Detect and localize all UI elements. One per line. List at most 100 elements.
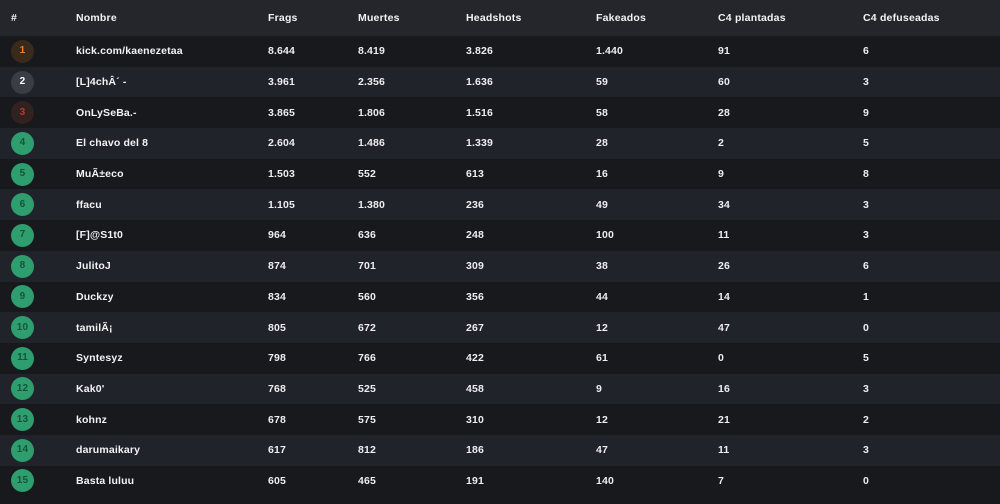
cell-c4-plantadas: 11 (718, 444, 730, 457)
cell-headshots: 186 (466, 444, 484, 457)
cell-frags: 617 (268, 444, 286, 457)
cell-name: Syntesyz (76, 352, 123, 365)
cell-frags: 2.604 (268, 137, 296, 150)
table-row[interactable]: 11 Syntesyz 798 766 422 61 0 5 (0, 342, 1000, 374)
cell-headshots: 267 (466, 321, 484, 334)
table-row[interactable]: 7 [F]@S1t0 964 636 248 100 11 3 (0, 220, 1000, 251)
rank-badge: 6 (11, 193, 34, 217)
cell-headshots: 422 (466, 352, 484, 365)
cell-muertes: 575 (358, 413, 376, 426)
cell-frags: 605 (268, 474, 286, 487)
cell-c4-defuseadas: 5 (863, 137, 869, 150)
cell-muertes: 1.486 (358, 137, 386, 150)
cell-c4-defuseadas: 1 (863, 290, 869, 303)
table-header-row: # Nombre Frags Muertes Headshots Fakeados C4 p… (0, 0, 1000, 36)
cell-name: MuÃ±eco (76, 168, 124, 181)
cell-muertes: 552 (358, 168, 376, 181)
table-row[interactable]: 14 darumaikary 617 812 186 47 11 3 (0, 434, 1000, 466)
table-row[interactable]: 9 Duckzy 834 560 356 44 14 1 (0, 281, 1000, 313)
column-muertes-header[interactable]: Muertes (358, 12, 400, 24)
cell-name: ffacu (76, 198, 102, 211)
table-header: # Nombre Frags Muertes Headshots Fakeados C4 p… (0, 0, 1000, 36)
rank-badge: 10 (11, 316, 34, 340)
cell-headshots: 236 (466, 198, 484, 211)
rank-cell: 2 (0, 67, 69, 98)
rank-cell: 14 (0, 435, 69, 466)
cell-headshots: 458 (466, 382, 484, 395)
column-headshots-header[interactable]: Headshots (466, 12, 522, 24)
cell-fakeados: 9 (596, 382, 602, 395)
cell-c4-plantadas: 47 (718, 321, 730, 334)
cell-headshots: 3.826 (466, 45, 494, 58)
table-row[interactable]: 12 Kak0' 768 525 458 9 16 3 (0, 373, 1000, 405)
column-c4-plantadas-header[interactable]: C4 plantadas (718, 12, 786, 24)
column-c4-defuseadas-header[interactable]: C4 defuseadas (863, 12, 940, 24)
cell-c4-plantadas: 28 (718, 106, 730, 119)
cell-frags: 805 (268, 321, 286, 334)
column-rank-header[interactable]: # (11, 12, 18, 24)
rank-badge: 11 (11, 346, 34, 370)
cell-frags: 678 (268, 413, 286, 426)
table-row[interactable]: 13 kohnz 678 575 310 12 21 2 (0, 404, 1000, 435)
rank-cell: 11 (0, 343, 69, 374)
cell-headshots: 356 (466, 290, 484, 303)
cell-muertes: 672 (358, 321, 376, 334)
table-row[interactable]: 3 OnLySeBa.- 3.865 1.806 1.516 58 28 9 (0, 97, 1000, 129)
table-row[interactable]: 15 Basta luluu 605 465 191 140 7 0 (0, 465, 1000, 497)
rank-cell: 12 (0, 374, 69, 405)
cell-fakeados: 28 (596, 137, 608, 150)
cell-c4-defuseadas: 6 (863, 260, 869, 273)
cell-c4-plantadas: 91 (718, 45, 730, 58)
rank-badge: 2 (11, 70, 34, 94)
column-frags-header[interactable]: Frags (268, 12, 298, 24)
cell-c4-defuseadas: 5 (863, 352, 869, 365)
cell-name: Kak0' (76, 382, 105, 395)
cell-muertes: 525 (358, 382, 376, 395)
cell-c4-plantadas: 9 (718, 168, 724, 181)
cell-fakeados: 140 (596, 474, 614, 487)
cell-c4-defuseadas: 3 (863, 198, 869, 211)
cell-name: [L]4chÂ´ - (76, 76, 127, 89)
cell-frags: 768 (268, 382, 286, 395)
cell-muertes: 812 (358, 444, 376, 457)
cell-name: kohnz (76, 413, 108, 426)
table-row[interactable]: 4 El chavo del 8 2.604 1.486 1.339 28 2 5 (0, 128, 1000, 159)
cell-frags: 874 (268, 260, 286, 273)
cell-muertes: 766 (358, 352, 376, 365)
cell-name: Duckzy (76, 290, 114, 303)
column-name-header[interactable]: Nombre (76, 12, 117, 24)
cell-c4-plantadas: 14 (718, 290, 730, 303)
cell-frags: 8.644 (268, 45, 296, 58)
cell-name: El chavo del 8 (76, 137, 149, 150)
table-row[interactable]: 8 JulitoJ 874 701 309 38 26 6 (0, 250, 1000, 282)
cell-fakeados: 59 (596, 76, 608, 89)
cell-headshots: 248 (466, 229, 484, 242)
rank-cell: 1 (0, 36, 69, 67)
cell-fakeados: 12 (596, 321, 608, 334)
table-row[interactable]: 2 [L]4chÂ´ - 3.961 2.356 1.636 59 60 3 (0, 66, 1000, 98)
cell-c4-plantadas: 7 (718, 474, 724, 487)
rank-cell: 13 (0, 404, 69, 435)
table-row[interactable]: 5 MuÃ±eco 1.503 552 613 16 9 8 (0, 158, 1000, 190)
cell-c4-defuseadas: 3 (863, 444, 869, 457)
cell-name: JulitoJ (76, 260, 111, 273)
table-row[interactable]: 6 ffacu 1.105 1.380 236 49 34 3 (0, 189, 1000, 221)
cell-fakeados: 47 (596, 444, 608, 457)
rank-badge: 1 (11, 39, 34, 63)
rank-badge: 3 (11, 101, 34, 125)
cell-muertes: 2.356 (358, 76, 386, 89)
cell-c4-defuseadas: 0 (863, 474, 869, 487)
table-row[interactable]: 10 tamilÃ¡ 805 672 267 12 47 0 (0, 312, 1000, 343)
cell-fakeados: 16 (596, 168, 608, 181)
cell-c4-defuseadas: 8 (863, 168, 869, 181)
table-row[interactable]: 1 kick.com/kaenezetaa 8.644 8.419 3.826 1.440… (0, 36, 1000, 67)
cell-fakeados: 58 (596, 106, 608, 119)
cell-muertes: 560 (358, 290, 376, 303)
cell-headshots: 191 (466, 474, 484, 487)
cell-name: tamilÃ¡ (76, 321, 113, 334)
rank-badge: 4 (11, 131, 34, 155)
column-fakeados-header[interactable]: Fakeados (596, 12, 647, 24)
rank-badge: 9 (11, 285, 34, 309)
